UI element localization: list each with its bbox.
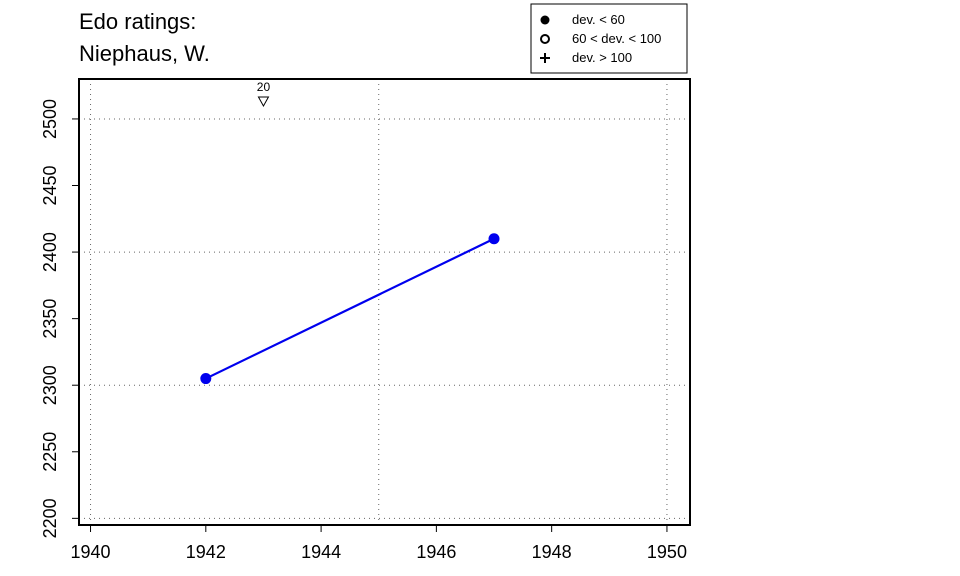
annotation-layer: 20 [257, 80, 271, 108]
x-tick-label: 1940 [71, 542, 111, 562]
data-point [488, 233, 500, 245]
chart-title-line-2: Niephaus, W. [79, 41, 210, 66]
down-triangle-icon [257, 96, 270, 108]
y-tick-label: 2250 [40, 432, 60, 472]
data-point [200, 373, 212, 385]
y-tick-label: 2450 [40, 165, 60, 205]
legend-entry-label: dev. < 60 [572, 12, 625, 27]
series-layer [200, 233, 500, 385]
y-tick-label: 2300 [40, 365, 60, 405]
legend: dev. < 60 60 < dev. < 100 dev. > 100 [530, 3, 688, 74]
open-circle-icon [540, 34, 550, 44]
x-tick-label: 1946 [416, 542, 456, 562]
legend-box [530, 3, 688, 74]
x-tick-label: 1942 [186, 542, 226, 562]
legend-entry-label: 60 < dev. < 100 [572, 31, 661, 46]
x-tick-label: 1944 [301, 542, 341, 562]
grid-lines [79, 79, 690, 525]
y-tick-label: 2500 [40, 99, 60, 139]
annotation-label: 20 [257, 80, 271, 94]
series-line [205, 237, 495, 380]
x-tick-label: 1950 [647, 542, 687, 562]
legend-entry-label: dev. > 100 [572, 50, 632, 65]
filled-circle-icon [540, 15, 550, 25]
plot-frame [78, 78, 691, 526]
y-axis: 2200 2250 2300 2350 2400 2450 2500 [40, 99, 79, 538]
y-tick-label: 2350 [40, 299, 60, 339]
chart-title-line-1: Edo ratings: [79, 9, 197, 34]
y-tick-label: 2400 [40, 232, 60, 272]
x-tick-label: 1948 [532, 542, 572, 562]
y-tick-label: 2200 [40, 498, 60, 538]
x-axis: 1940 1942 1944 1946 1948 1950 [71, 525, 687, 562]
